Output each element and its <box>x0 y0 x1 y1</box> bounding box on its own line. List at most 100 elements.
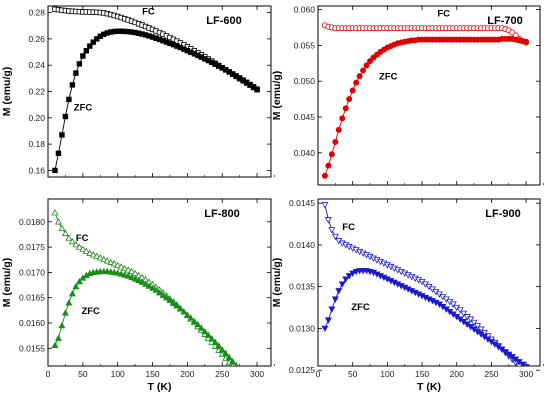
data-point <box>194 320 202 328</box>
data-point <box>346 96 353 103</box>
data-point <box>332 139 339 146</box>
x-tick-label: 0 <box>46 369 51 379</box>
x-tick-label: 300 <box>250 369 264 379</box>
data-point <box>215 342 223 349</box>
y-axis-label: M (emu/g) <box>1 258 13 308</box>
y-tick-label: 0.0175 <box>19 242 45 252</box>
data-point <box>367 58 374 65</box>
series-fc <box>321 202 523 366</box>
y-tick-label: 0.22 <box>28 87 45 97</box>
y-tick-label: 0.045 <box>294 112 316 122</box>
y-tick-label: 0.050 <box>294 76 316 86</box>
data-point <box>360 67 367 74</box>
y-tick-label: 0.20 <box>28 113 45 123</box>
data-point <box>197 324 205 331</box>
data-point <box>117 270 125 277</box>
data-point <box>128 267 136 275</box>
data-point <box>349 87 356 94</box>
data-point <box>208 335 216 342</box>
data-point <box>201 327 209 335</box>
data-point <box>89 251 97 258</box>
data-point <box>124 266 132 273</box>
data-point <box>254 388 260 393</box>
data-point <box>100 255 108 262</box>
y-tick-label: 0.0140 <box>289 240 315 250</box>
x-tick-label: 100 <box>111 369 125 379</box>
data-point <box>58 321 66 329</box>
data-point <box>349 270 357 277</box>
y-axis-label: M (emu/g) <box>1 67 13 117</box>
data-point <box>331 296 339 303</box>
data-point <box>254 86 260 92</box>
data-point <box>114 269 122 276</box>
data-point <box>254 394 260 399</box>
data-point <box>233 361 239 366</box>
data-point <box>342 276 350 283</box>
data-point <box>324 317 332 324</box>
series-zfc <box>52 28 260 174</box>
y-tick-label: 0.0160 <box>19 318 45 328</box>
data-point <box>117 263 125 270</box>
plot-frame <box>317 5 541 186</box>
data-point <box>233 368 239 373</box>
data-point <box>190 317 198 325</box>
data-point <box>110 260 118 267</box>
y-tick-label: 0.16 <box>28 165 45 175</box>
x-tick-label: 150 <box>145 369 159 379</box>
x-axis-label: T (K) <box>417 381 441 393</box>
annotation-zfc: ZFC <box>351 302 370 313</box>
data-point <box>523 38 530 45</box>
data-point <box>121 264 129 272</box>
panel-lf-700: 0.040 0.045 0.050 0.055 0.060 M (emu/g) FC ZFC L… <box>271 5 544 186</box>
plot-frame <box>317 198 541 367</box>
data-point <box>68 290 76 297</box>
data-point <box>65 299 73 306</box>
data-point <box>166 296 174 303</box>
data-point <box>83 48 90 54</box>
data-point <box>156 288 163 296</box>
panel-label: LF-800 <box>204 208 239 220</box>
data-point <box>467 316 475 323</box>
data-point <box>79 245 87 252</box>
data-point <box>65 234 73 241</box>
y-tick-label: 0.040 <box>294 148 316 158</box>
data-point <box>55 150 62 157</box>
y-tick-label: 0.26 <box>28 34 45 44</box>
data-point <box>75 277 83 285</box>
data-point <box>72 282 80 290</box>
annotation-zfc: ZFC <box>81 306 100 317</box>
data-point <box>328 151 335 158</box>
data-point <box>335 126 342 133</box>
data-point <box>51 341 59 348</box>
data-point <box>90 39 96 45</box>
data-point <box>328 227 336 234</box>
data-point <box>61 309 69 316</box>
data-point <box>124 272 132 279</box>
series-line <box>324 204 520 366</box>
data-point <box>211 338 219 345</box>
panel-lf-600: 0.16 0.18 0.20 0.22 0.24 0.26 0.28 M (emu/g) FC Z… <box>1 5 275 178</box>
data-point <box>240 376 246 381</box>
data-point <box>321 325 329 333</box>
series-zfc <box>321 268 530 366</box>
data-point <box>449 301 457 308</box>
data-point <box>237 372 243 377</box>
data-point <box>103 257 111 264</box>
x-tick-label: 50 <box>78 369 88 379</box>
x-tick-label: 250 <box>215 369 229 379</box>
data-point <box>239 365 240 366</box>
data-point <box>87 43 93 49</box>
panel-lf-800: 0 50 100 150 200 250 300 0.0155 0.0160 0.0165 0.01… <box>1 198 275 399</box>
data-point <box>204 331 212 338</box>
panel-label: LF-700 <box>487 15 522 27</box>
x-tick-label: 200 <box>450 369 464 379</box>
series-zfc <box>321 35 530 179</box>
data-point <box>331 233 339 241</box>
data-point <box>169 299 177 306</box>
data-point <box>69 82 76 88</box>
y-tick-label: 0.0125 <box>289 365 315 375</box>
data-point <box>176 305 184 312</box>
y-tick-label: 0.18 <box>28 139 45 149</box>
data-point <box>128 273 136 281</box>
y-tick-label: 0.24 <box>28 60 45 70</box>
